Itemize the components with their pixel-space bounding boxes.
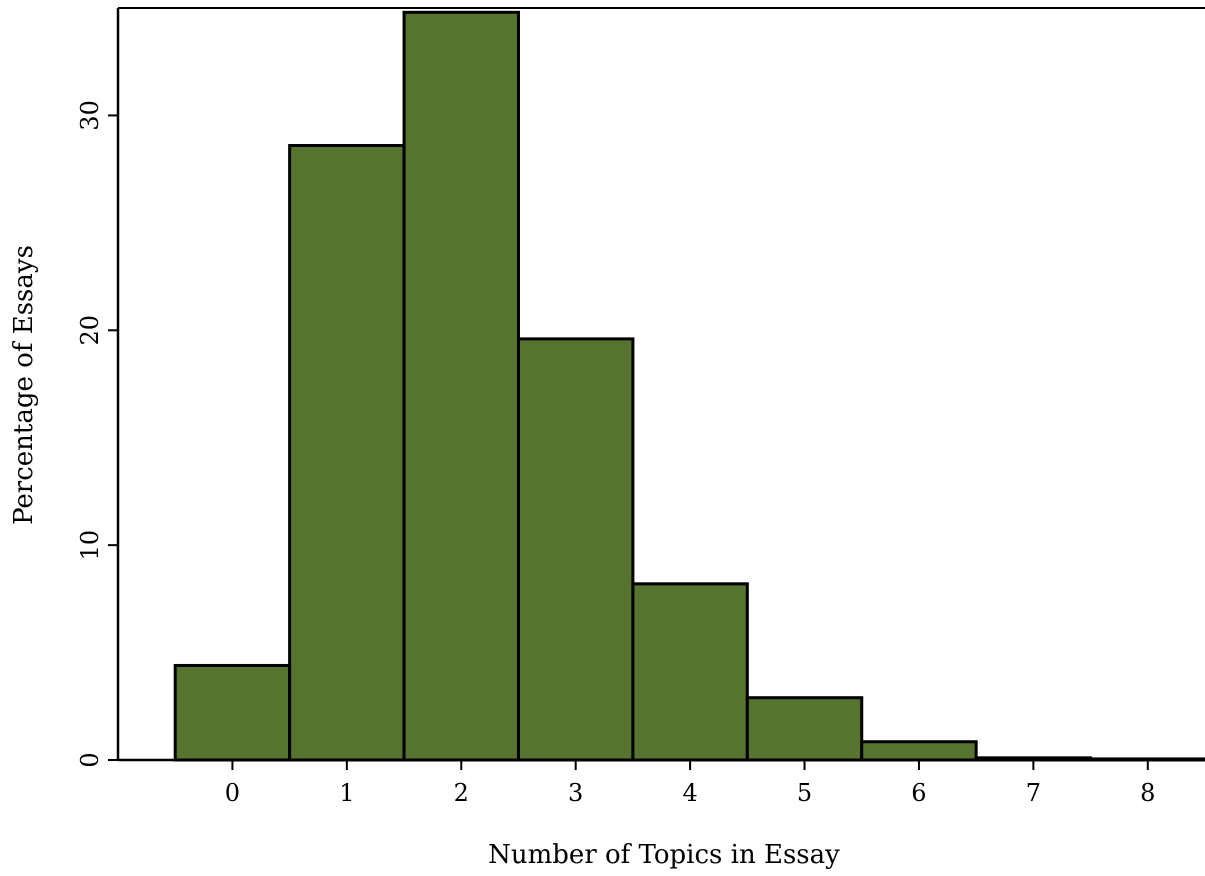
x-tick-label: 3: [568, 779, 583, 807]
x-axis-title: Number of Topics in Essay: [488, 840, 840, 870]
bar-1: [288, 144, 406, 762]
y-tick-label: 10: [76, 530, 104, 561]
y-axis-title: Percentage of Essays: [9, 245, 39, 525]
bar-4: [631, 582, 749, 762]
x-tick-label: 4: [682, 779, 697, 807]
y-tick-label: 20: [76, 315, 104, 346]
x-tick-label: 5: [797, 779, 812, 807]
bar-6: [860, 740, 978, 762]
axes-group: [116, 7, 1205, 762]
bar-3: [516, 337, 635, 762]
x-tick-label: 0: [225, 779, 240, 807]
x-tick-label: 7: [1026, 779, 1041, 807]
y-ticks-group: 0 10 20 30: [76, 100, 118, 768]
y-tick-label: 30: [76, 100, 104, 131]
x-tick-label: 6: [911, 779, 926, 807]
bar-5: [745, 696, 864, 762]
x-tick-label: 2: [454, 779, 469, 807]
bar-2: [402, 10, 520, 762]
x-tick-label: 1: [339, 779, 354, 807]
bar-0: [173, 663, 292, 762]
x-tick-label: 8: [1140, 779, 1155, 807]
y-tick-label: 0: [76, 752, 104, 767]
bars-group: [173, 10, 1205, 762]
x-ticks-group: 0 1 2 3 4 5 6 7 8: [225, 760, 1155, 807]
